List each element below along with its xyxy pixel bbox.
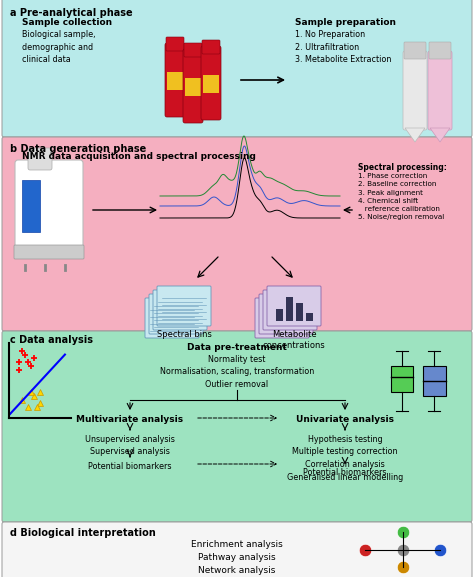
Text: Biological sample,
demographic and
clinical data: Biological sample, demographic and clini… — [22, 30, 95, 64]
Bar — [306, 313, 313, 321]
FancyBboxPatch shape — [157, 286, 211, 326]
Text: c Data analysis: c Data analysis — [10, 335, 93, 345]
FancyBboxPatch shape — [183, 49, 203, 123]
Bar — [272, 313, 279, 325]
Text: Sample collection: Sample collection — [22, 18, 112, 27]
Bar — [203, 75, 219, 93]
Text: Normality test
Normalisation, scaling, transformation
Outlier removal: Normality test Normalisation, scaling, t… — [160, 355, 314, 389]
Bar — [264, 321, 271, 333]
Text: Sample preparation: Sample preparation — [295, 18, 396, 27]
Text: Multivariate analysis: Multivariate analysis — [76, 415, 183, 424]
Bar — [22, 180, 40, 232]
FancyBboxPatch shape — [153, 290, 207, 330]
FancyBboxPatch shape — [263, 290, 317, 330]
Text: 1. Phase correction
2. Baseline correction
3. Peak alignment
4. Chemical shift
 : 1. Phase correction 2. Baseline correcti… — [358, 173, 444, 220]
FancyBboxPatch shape — [259, 294, 313, 334]
Bar — [282, 301, 289, 325]
FancyBboxPatch shape — [255, 298, 309, 338]
Bar — [185, 78, 201, 96]
FancyBboxPatch shape — [403, 51, 427, 130]
Bar — [294, 325, 301, 333]
FancyBboxPatch shape — [28, 148, 52, 170]
FancyBboxPatch shape — [2, 522, 472, 577]
FancyBboxPatch shape — [404, 42, 426, 59]
Text: Spectral processing:: Spectral processing: — [358, 163, 447, 172]
Bar — [302, 317, 309, 325]
FancyBboxPatch shape — [14, 245, 84, 259]
Text: 1. No Preparation
2. Ultrafiltration
3. Metabolite Extraction: 1. No Preparation 2. Ultrafiltration 3. … — [295, 30, 392, 64]
Bar — [391, 366, 413, 392]
FancyBboxPatch shape — [149, 294, 203, 334]
Text: Univariate analysis: Univariate analysis — [296, 415, 394, 424]
Bar — [274, 309, 281, 333]
Text: Potential biomarkers: Potential biomarkers — [303, 468, 387, 477]
FancyBboxPatch shape — [145, 298, 199, 338]
Text: Data pre-treatment: Data pre-treatment — [187, 343, 287, 352]
Text: Spectral bins: Spectral bins — [156, 330, 211, 339]
Bar — [278, 305, 285, 329]
FancyBboxPatch shape — [2, 331, 472, 522]
Bar — [268, 317, 275, 329]
Text: NMR data acquisition and spectral processing: NMR data acquisition and spectral proces… — [22, 152, 256, 161]
Text: d Biological interpretation: d Biological interpretation — [10, 528, 156, 538]
FancyBboxPatch shape — [2, 137, 472, 331]
Text: Enrichment analysis
Pathway analysis
Network analysis: Enrichment analysis Pathway analysis Net… — [191, 540, 283, 575]
Polygon shape — [405, 128, 425, 142]
FancyBboxPatch shape — [166, 37, 184, 51]
Bar — [288, 311, 295, 329]
Polygon shape — [430, 128, 450, 142]
FancyBboxPatch shape — [202, 40, 220, 54]
FancyBboxPatch shape — [267, 286, 321, 326]
FancyBboxPatch shape — [429, 42, 451, 59]
Bar — [286, 297, 293, 321]
Bar — [276, 309, 283, 321]
Bar — [292, 307, 299, 325]
Text: a Pre-analytical phase: a Pre-analytical phase — [10, 8, 133, 18]
FancyBboxPatch shape — [184, 43, 202, 57]
Bar — [167, 72, 183, 90]
FancyBboxPatch shape — [165, 43, 185, 117]
Bar — [296, 303, 303, 321]
Text: Unsupervised analysis
Supervised analysis: Unsupervised analysis Supervised analysi… — [85, 435, 175, 456]
Text: Potential biomarkers: Potential biomarkers — [88, 462, 172, 471]
FancyBboxPatch shape — [15, 160, 83, 251]
Text: Metabolite
concentrations: Metabolite concentrations — [263, 330, 325, 350]
Bar — [423, 366, 446, 396]
Text: Hypothesis testing
Multiple testing correction
Correlation analysis
Generalised : Hypothesis testing Multiple testing corr… — [287, 435, 403, 481]
FancyBboxPatch shape — [2, 0, 472, 137]
FancyBboxPatch shape — [428, 51, 452, 130]
Text: b Data generation phase: b Data generation phase — [10, 144, 146, 154]
FancyBboxPatch shape — [201, 46, 221, 120]
Bar — [298, 321, 305, 329]
Bar — [284, 315, 291, 333]
